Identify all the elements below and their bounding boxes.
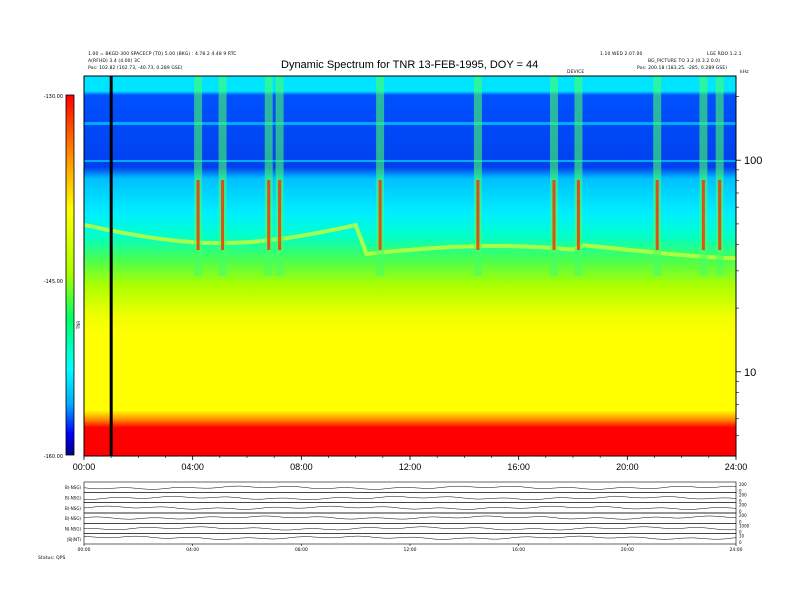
panel-label: N(-NSG) <box>65 527 82 532</box>
panel-right-tick: 0 <box>739 530 742 535</box>
panel-right-tick: 0 <box>739 509 742 514</box>
event-burst <box>699 76 708 276</box>
x-tick-label: 04:00 <box>181 462 204 472</box>
panel-x-tick-label: 16:00 <box>512 547 525 553</box>
y-tick-label: 100 <box>744 155 762 167</box>
header-left-line3: Pos: 102.82 (102.73, -40.73, 0.289 GSE) <box>88 66 183 71</box>
panel-x-tick-label: 04:00 <box>186 547 199 553</box>
band-line <box>84 122 736 125</box>
panel-x-tick-label: 24:00 <box>730 547 743 553</box>
y-tick-label: 10 <box>744 367 756 379</box>
x-tick-label: 24:00 <box>725 462 748 472</box>
colorbar-label: TNR <box>76 321 81 330</box>
panel-right-tick: 10 <box>739 534 745 539</box>
event-burst <box>549 76 558 276</box>
event-core <box>196 180 200 250</box>
event-burst <box>218 76 227 276</box>
event-core <box>378 180 382 250</box>
panel-label: |B|(NT) <box>67 537 81 542</box>
header-right-line2: LGE RDO 1.2.1 <box>707 52 742 57</box>
event-burst <box>194 76 203 276</box>
panel-right-tick: 200 <box>739 513 747 518</box>
event-core <box>718 180 722 250</box>
event-core <box>278 180 282 250</box>
colorbar-tick-top: -130.00 <box>44 94 63 100</box>
header-right-line1: 1.10 WED 2.07.00 <box>600 52 643 57</box>
event-burst <box>264 76 273 276</box>
panel-right-tick: 0 <box>739 540 742 545</box>
event-burst <box>574 76 583 276</box>
panel-label: B(-NSG) <box>65 496 81 501</box>
x-tick-label: 16:00 <box>507 462 530 472</box>
chart-title: Dynamic Spectrum for TNR 13-FEB-1995, DO… <box>281 59 539 71</box>
panel-label: B(-NSG) <box>65 506 81 511</box>
panel-x-tick-label: 12:00 <box>404 547 417 553</box>
x-tick-label: 20:00 <box>616 462 639 472</box>
event-core <box>552 180 556 250</box>
spectrogram-events <box>194 76 724 276</box>
x-tick-label: 00:00 <box>73 462 96 472</box>
spectrogram <box>84 76 736 456</box>
event-burst <box>473 76 482 276</box>
panel-frame <box>83 523 737 534</box>
panel-trace <box>83 496 737 500</box>
panel-right-tick: 0 <box>739 499 742 504</box>
panel-right-tick: 1000 <box>739 523 750 528</box>
event-core <box>476 180 480 250</box>
header-left-line1: 1.00 = BKGD 300 SPACECP (TO) 5.00 (BKG) … <box>88 52 237 57</box>
panel-right-tick: 200 <box>739 492 747 497</box>
panel-label: B(-NSG) <box>65 485 81 490</box>
panel-x-tick-label: 08:00 <box>295 547 308 553</box>
x-tick-label: 08:00 <box>290 462 313 472</box>
x-tick-label: 12:00 <box>399 462 422 472</box>
panel-right-tick: 0 <box>739 519 742 524</box>
band-line <box>84 160 736 162</box>
event-core <box>655 180 659 250</box>
colorbar <box>65 94 75 456</box>
footer-status: Status: QPS <box>38 556 66 561</box>
panel-trace <box>83 526 737 531</box>
event-core <box>576 180 580 250</box>
solar-wind-panels: B(-NSG)2000B(-NSG)2000B(-NSG)2000B(-NSG)… <box>65 481 750 553</box>
event-burst <box>715 76 724 276</box>
panel-right-tick: 200 <box>739 482 747 487</box>
panel-trace <box>83 515 736 520</box>
header-left-line2: A(RFHD) 3.4 (4.00) 3C <box>88 59 141 64</box>
header-right-line3: BG_PICTURE TO 3.2 (0.3.2 0.0) <box>648 59 721 64</box>
panel-x-tick-label: 20:00 <box>621 547 634 553</box>
y-axis-ticks: 10 100 <box>736 96 762 436</box>
event-core <box>701 180 705 250</box>
panel-frame <box>83 502 737 514</box>
event-burst <box>275 76 284 276</box>
panel-trace <box>83 535 737 540</box>
spectrogram-background <box>84 76 736 456</box>
black-marker-line <box>109 76 113 456</box>
plasma-line <box>84 222 736 261</box>
panel-frame <box>83 533 737 545</box>
panel-trace <box>83 505 737 510</box>
panel-trace <box>83 485 736 490</box>
colorbar-tick-mid: -145.00 <box>44 279 63 285</box>
event-burst <box>653 76 662 276</box>
x-axis-ticks: 00:00 04:00 08:00 12:00 16:00 20:00 24:00 <box>73 456 748 472</box>
colorbar-tick-bottom: -160.00 <box>44 454 63 460</box>
frequency-units: kHz <box>740 70 749 75</box>
panel-right-tick: 0 <box>739 488 742 493</box>
panel-label: B(-NSG) <box>65 516 81 521</box>
panel-right-tick: 200 <box>739 503 747 508</box>
header-center-small: DEVICE <box>567 70 585 75</box>
event-core <box>267 180 271 250</box>
event-burst <box>376 76 385 276</box>
event-core <box>221 180 225 250</box>
panel-x-tick-label: 00:00 <box>78 547 91 553</box>
spectrogram-bands <box>84 122 736 261</box>
header-right-line4: Pos: 200.18 (183.25, -285, 0.289 GSE) <box>637 66 728 71</box>
